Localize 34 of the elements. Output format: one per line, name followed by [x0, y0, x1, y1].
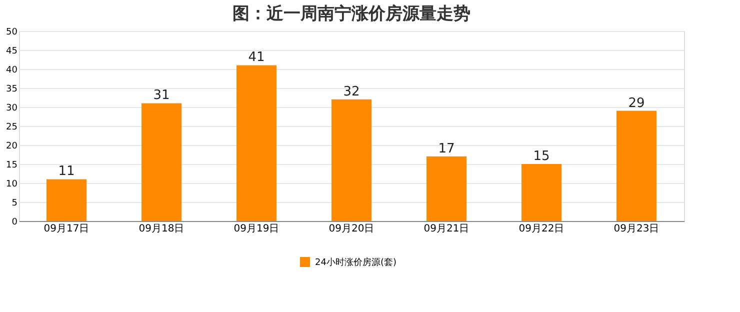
data-label: 15: [533, 149, 550, 164]
x-tick-label: 09月17日: [44, 224, 90, 234]
legend-label: 24小时涨价房源(套): [315, 257, 396, 268]
bar: [46, 179, 86, 221]
x-tick-label: 09月18日: [138, 224, 184, 234]
data-label: 31: [153, 88, 170, 104]
data-label: 32: [343, 84, 360, 100]
y-tick-label: 0: [12, 218, 18, 228]
bar: [426, 156, 466, 221]
y-tick-label: 20: [6, 142, 18, 152]
data-label: 29: [628, 96, 645, 111]
bar: [332, 99, 372, 221]
y-tick-label: 45: [6, 46, 18, 56]
y-tick-label: 50: [6, 28, 18, 38]
y-tick-label: 5: [12, 198, 18, 208]
x-tick-label: 09月23日: [614, 224, 660, 234]
y-tick-label: 35: [6, 84, 18, 94]
chart-title: 图：近一周南宁涨价房源量走势: [232, 4, 470, 24]
x-tick-label: 09月22日: [518, 224, 564, 234]
x-tick-label: 09月21日: [424, 224, 470, 234]
x-tick-label: 09月20日: [328, 224, 374, 234]
y-tick-label: 10: [6, 180, 18, 190]
y-tick-label: 15: [6, 160, 18, 170]
bar: [616, 110, 656, 221]
data-label: 17: [438, 141, 455, 156]
data-label: 41: [248, 50, 265, 66]
y-tick-label: 30: [6, 104, 18, 114]
y-tick-label: 25: [6, 122, 18, 132]
y-tick-label: 40: [6, 66, 18, 76]
data-label: 11: [58, 164, 75, 180]
bar: [522, 164, 562, 221]
bar: [142, 103, 182, 221]
bar: [236, 65, 276, 221]
x-tick-label: 09月19日: [234, 224, 280, 234]
